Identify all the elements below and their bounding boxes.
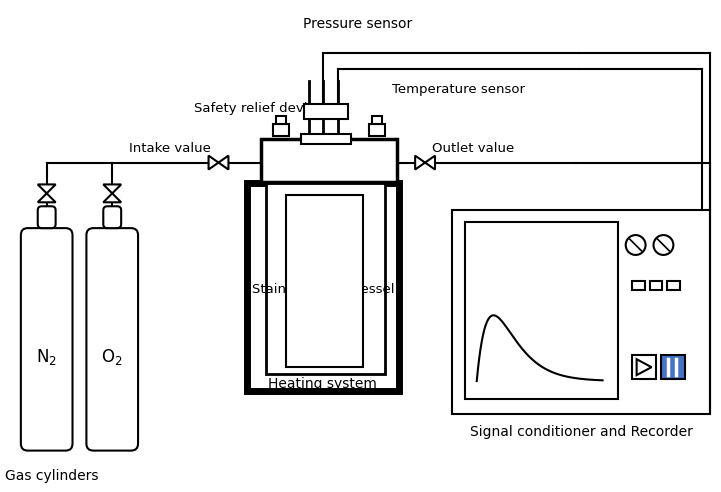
Bar	[369, 124, 385, 136]
Bar	[276, 116, 286, 124]
Text: Intake value: Intake value	[129, 142, 211, 155]
Text: Signal conditioner and Recorder: Signal conditioner and Recorder	[469, 425, 692, 439]
Text: Temperature sensor: Temperature sensor	[392, 83, 526, 95]
Bar	[452, 210, 710, 414]
Bar	[465, 222, 618, 399]
Bar	[632, 355, 655, 379]
Text: N$_2$: N$_2$	[36, 347, 57, 367]
Bar	[261, 139, 397, 183]
Polygon shape	[103, 184, 121, 193]
FancyBboxPatch shape	[21, 228, 73, 451]
Bar	[668, 281, 681, 290]
Text: Safety relief device: Safety relief device	[194, 102, 323, 116]
Text: O$_2$: O$_2$	[102, 347, 123, 367]
Text: Gas cylinders: Gas cylinders	[5, 469, 99, 484]
Polygon shape	[425, 155, 435, 170]
Bar	[286, 195, 363, 367]
Text: Heating system: Heating system	[268, 377, 377, 391]
Bar	[632, 281, 645, 290]
Bar	[273, 124, 289, 136]
Polygon shape	[208, 155, 218, 170]
Text: Outlet value: Outlet value	[432, 142, 514, 155]
Bar	[304, 104, 348, 119]
Text: Pressure sensor: Pressure sensor	[303, 17, 412, 31]
Polygon shape	[637, 359, 652, 375]
Bar	[301, 134, 350, 144]
FancyBboxPatch shape	[87, 228, 138, 451]
Bar	[661, 355, 685, 379]
Bar	[373, 116, 382, 124]
Polygon shape	[37, 193, 56, 202]
FancyBboxPatch shape	[37, 206, 56, 228]
Bar	[266, 184, 385, 374]
FancyBboxPatch shape	[103, 206, 121, 228]
Polygon shape	[103, 193, 121, 202]
Text: Stainless steel vessel: Stainless steel vessel	[252, 283, 394, 296]
Polygon shape	[218, 155, 229, 170]
Bar	[247, 184, 399, 391]
Polygon shape	[37, 184, 56, 193]
Polygon shape	[415, 155, 425, 170]
Bar	[650, 281, 663, 290]
